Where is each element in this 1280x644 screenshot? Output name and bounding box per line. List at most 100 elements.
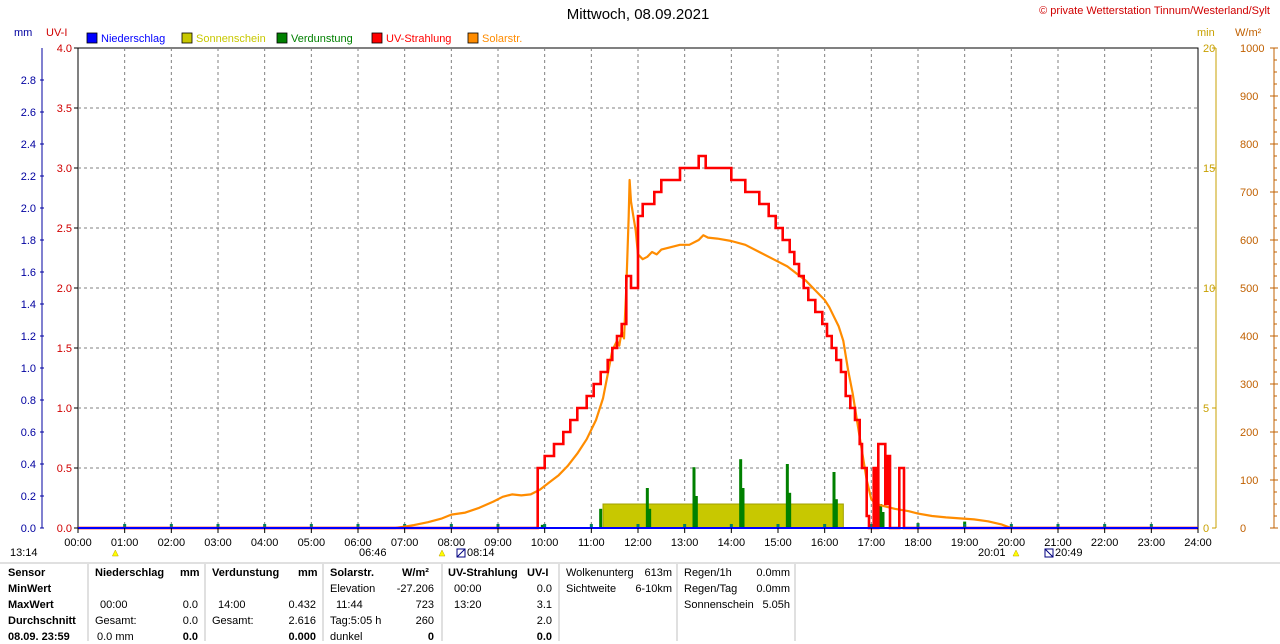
evaporation-bar	[694, 496, 698, 528]
legend-swatch	[86, 32, 98, 44]
evaporation-bar	[881, 512, 885, 528]
wm2-tick-label: 100	[1240, 475, 1258, 487]
row-label-sensor: Sensor	[8, 567, 46, 579]
uv-tick-label: 0.0	[57, 523, 72, 535]
legend-entry: Verdunstung	[291, 33, 353, 45]
solar-elev-label: Elevation	[330, 583, 376, 595]
axis-label-mm: mm	[14, 27, 33, 39]
baseline-marker	[263, 524, 267, 528]
legend-entry: Niederschlag	[101, 33, 165, 45]
baseline-marker	[309, 524, 313, 528]
baseline-marker	[496, 524, 500, 528]
row-label-last: 08.09. 23:59	[8, 631, 70, 643]
wolken-value: 613m	[644, 567, 672, 579]
sun-marker-icon	[1012, 549, 1020, 557]
niederschlag-last-value: 0.0 mm	[97, 631, 134, 643]
wm2-tick-label: 800	[1240, 139, 1258, 151]
civil-dusk-icon-slash	[1044, 548, 1054, 558]
chart-axes	[0, 47, 1280, 641]
verdunstung-max-time: 14:00	[218, 599, 246, 611]
x-tick-label: 05:00	[298, 537, 326, 549]
x-tick-label: 23:00	[1138, 537, 1166, 549]
mm-tick-label: 2.8	[21, 75, 36, 87]
solar-line	[78, 178, 1198, 530]
verdunstung-gesamt-label: Gesamt:	[212, 615, 254, 627]
wm2-tick-label: 300	[1240, 379, 1258, 391]
regen-1h-label: Regen/1h	[684, 567, 732, 579]
mm-tick-label: 1.4	[21, 299, 36, 311]
x-tick-label: 07:00	[391, 537, 419, 549]
x-tick-label: 02:00	[158, 537, 186, 549]
x-tick-label: 17:00	[858, 537, 886, 549]
legend-entry: UV-Strahlung	[386, 33, 451, 45]
min-tick-label: 15	[1203, 163, 1215, 175]
verdunstung-unit: mm	[298, 567, 318, 579]
uv-min-time: 00:00	[454, 583, 482, 595]
x-tick-label: 11:00	[578, 537, 605, 549]
sunshine-bar	[602, 503, 844, 529]
x-tick-label: 22:00	[1091, 537, 1119, 549]
mm-tick-label: 2.2	[21, 171, 36, 183]
mm-tick-label: 2.6	[21, 107, 36, 119]
sonnenschein-label: Sonnenschein	[684, 599, 754, 611]
solar-elev-value: -27.206	[396, 583, 434, 595]
baseline-marker	[963, 524, 967, 528]
evaporation-bar	[645, 488, 649, 528]
civil-dawn-icon-slash	[456, 548, 466, 558]
x-tick-label: 20:00	[998, 537, 1026, 549]
solar-max-value: 723	[415, 599, 434, 611]
mm-tick-label: 0.0	[21, 523, 36, 535]
x-tick-label: 18:00	[904, 537, 932, 549]
legend-swatch	[467, 32, 479, 44]
verdunstung-gesamt: 2.616	[288, 615, 316, 627]
x-tick-label: 16:00	[811, 537, 839, 549]
x-tick-label: 00:00	[64, 537, 92, 549]
solar-dunkel-label: dunkel	[330, 631, 363, 643]
evaporation-bar	[692, 467, 696, 528]
baseline-marker	[1103, 524, 1107, 528]
mm-tick-label: 0.4	[21, 459, 36, 471]
baseline-marker	[869, 524, 873, 528]
x-tick-label: 06:00	[344, 537, 372, 549]
mm-tick-label: 1.0	[21, 363, 36, 375]
chart-bars	[123, 459, 1153, 529]
baseline-marker	[729, 524, 733, 528]
mm-tick-label: 1.6	[21, 267, 36, 279]
baseline-marker	[1009, 524, 1013, 528]
evaporation-bar	[788, 492, 792, 528]
mm-tick-label: 0.8	[21, 395, 36, 407]
solar-tag-label: Tag:5:05 h	[330, 615, 382, 627]
regen-tag-value: 0.0mm	[756, 583, 790, 595]
chart-legend: Niederschlag Sonnenschein Verdunstung UV-St…	[86, 32, 522, 45]
sunrise-civil-label: 08:14	[467, 547, 495, 559]
left-time-marker: 13:14	[10, 547, 38, 559]
mm-tick-label: 1.2	[21, 331, 36, 343]
x-tick-label: 10:00	[531, 537, 559, 549]
uv-tick-label: 3.5	[57, 103, 72, 115]
x-tick-label: 12:00	[624, 537, 652, 549]
evaporation-bar	[832, 472, 836, 528]
verdunstung-max-value: 0.432	[288, 599, 316, 611]
legend-swatch	[371, 32, 383, 44]
x-tick-label: 13:00	[671, 537, 699, 549]
uv-unit: UV-I	[527, 567, 549, 579]
min-tick-label: 20	[1203, 43, 1215, 55]
sun-marker-icon	[438, 549, 446, 557]
min-tick-label: 0	[1203, 523, 1209, 535]
solar-tag-value: 260	[415, 615, 434, 627]
evaporation-bar	[599, 508, 603, 528]
baseline-marker	[1149, 524, 1153, 528]
sunrise-solar-label: 06:46	[359, 547, 387, 559]
mm-tick-label: 1.8	[21, 235, 36, 247]
uv-tick-label: 3.0	[57, 163, 72, 175]
baseline-marker	[916, 524, 920, 528]
row-label-durchschnitt: Durchschnitt	[8, 615, 76, 627]
wm2-tick-label: 500	[1240, 283, 1258, 295]
wm2-tick-label: 900	[1240, 91, 1258, 103]
baseline-marker	[1056, 524, 1060, 528]
uv-tick-label: 2.5	[57, 223, 72, 235]
uv-tick-label: 1.0	[57, 403, 72, 415]
niederschlag-max-value: 0.0	[182, 599, 198, 611]
min-tick-label: 5	[1203, 403, 1209, 415]
